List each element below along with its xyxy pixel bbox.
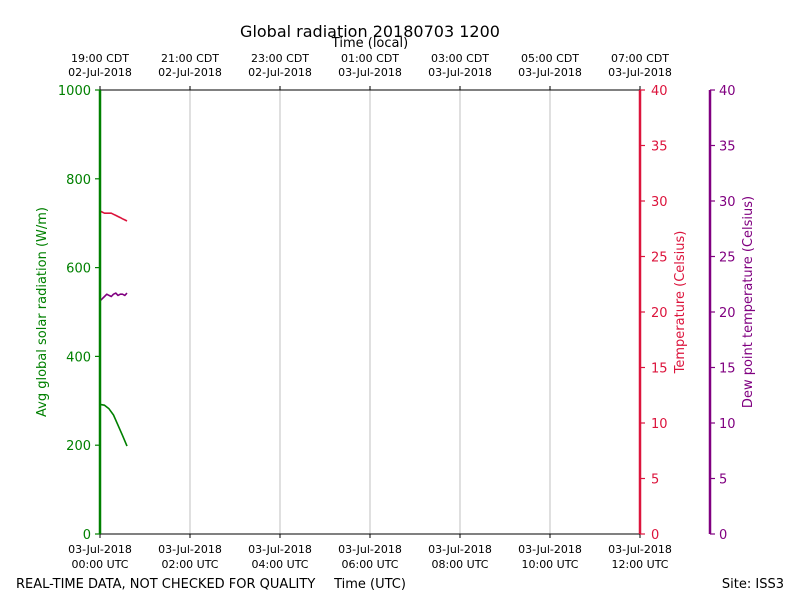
- dewpoint-tick-label: 25: [719, 251, 736, 266]
- series-lines: [99, 210, 128, 447]
- temperature-tick-label: 35: [651, 140, 668, 155]
- bottom-tick-date: 03-Jul-2018: [248, 543, 312, 556]
- temperature-tick-label: 5: [651, 473, 659, 488]
- top-tick-time: 07:00 CDT: [611, 52, 669, 65]
- radiation-tick-label: 600: [66, 262, 91, 277]
- radiation-tick-label: 0: [83, 528, 91, 543]
- temperature-tick-label: 30: [651, 195, 668, 210]
- top-tick-time: 21:00 CDT: [161, 52, 219, 65]
- bottom-tick-time: 04:00 UTC: [251, 558, 308, 571]
- bottom-tick-date: 03-Jul-2018: [608, 543, 672, 556]
- tick-labels: 03-Jul-2018 00:00 UTC 03-Jul-2018 02:00 UTC…: [35, 52, 756, 571]
- chart-title: Global radiation 20180703 1200: [240, 22, 500, 41]
- site-label: Site: ISS3: [722, 577, 784, 592]
- bottom-tick-date: 03-Jul-2018: [428, 543, 492, 556]
- top-tick-time: 03:00 CDT: [431, 52, 489, 65]
- top-tick-time: 23:00 CDT: [251, 52, 309, 65]
- x-axis-label: Time (UTC): [333, 577, 406, 592]
- top-tick-date: 03-Jul-2018: [428, 66, 492, 79]
- top-tick-date: 02-Jul-2018: [248, 66, 312, 79]
- temperature-tick-label: 10: [651, 417, 668, 432]
- radiation-tick-label: 200: [66, 439, 91, 454]
- bottom-tick-date: 03-Jul-2018: [338, 543, 402, 556]
- radiation-series-line: [99, 403, 128, 447]
- dewpoint-tick-label: 30: [719, 195, 736, 210]
- dewpoint-tick-label: 40: [719, 84, 736, 99]
- temperature-tick-label: 40: [651, 84, 668, 99]
- top-tick-time: 05:00 CDT: [521, 52, 579, 65]
- bottom-tick-time: 12:00 UTC: [611, 558, 668, 571]
- bottom-tick-time: 08:00 UTC: [431, 558, 488, 571]
- grid-lines: [99, 90, 641, 534]
- top-tick-date: 03-Jul-2018: [338, 66, 402, 79]
- bottom-tick-date: 03-Jul-2018: [158, 543, 222, 556]
- radiation-tick-label: 400: [66, 350, 91, 365]
- temperature-axis-label: Temperature (Celsius): [673, 231, 688, 375]
- radiation-axis-label: Avg global solar radiation (W/m): [35, 207, 50, 417]
- bottom-tick-time: 10:00 UTC: [521, 558, 578, 571]
- temperature-tick-label: 25: [651, 251, 668, 266]
- bottom-tick-time: 00:00 UTC: [71, 558, 128, 571]
- bottom-tick-time: 02:00 UTC: [161, 558, 218, 571]
- temperature-tick-label: 15: [651, 362, 668, 377]
- temperature-tick-label: 0: [651, 528, 659, 543]
- dewpoint-tick-label: 0: [719, 528, 727, 543]
- top-tick-date: 02-Jul-2018: [158, 66, 222, 79]
- top-tick-date: 03-Jul-2018: [518, 66, 582, 79]
- dewpoint-tick-label: 10: [719, 417, 736, 432]
- radiation-tick-label: 800: [66, 173, 91, 188]
- top-tick-time: 01:00 CDT: [341, 52, 399, 65]
- dewpoint-tick-label: 35: [719, 140, 736, 155]
- top-axis-label: Time (local): [331, 36, 408, 51]
- quality-note: REAL-TIME DATA, NOT CHECKED FOR QUALITY: [16, 577, 315, 592]
- top-tick-date: 02-Jul-2018: [68, 66, 132, 79]
- radiation-tick-label: 1000: [58, 84, 91, 99]
- top-tick-date: 03-Jul-2018: [608, 66, 672, 79]
- dewpoint-tick-label: 15: [719, 362, 736, 377]
- temperature-series-line: [99, 210, 128, 222]
- axes: [95, 86, 715, 538]
- top-tick-time: 19:00 CDT: [71, 52, 129, 65]
- bottom-tick-date: 03-Jul-2018: [518, 543, 582, 556]
- bottom-tick-time: 06:00 UTC: [341, 558, 398, 571]
- bottom-tick-date: 03-Jul-2018: [68, 543, 132, 556]
- temperature-tick-label: 20: [651, 306, 668, 321]
- dewpoint-tick-label: 5: [719, 473, 727, 488]
- dewpoint-axis-label: Dew point temperature (Celsius): [741, 196, 756, 408]
- dewpoint-tick-label: 20: [719, 306, 736, 321]
- dewpoint-series-line: [99, 292, 128, 302]
